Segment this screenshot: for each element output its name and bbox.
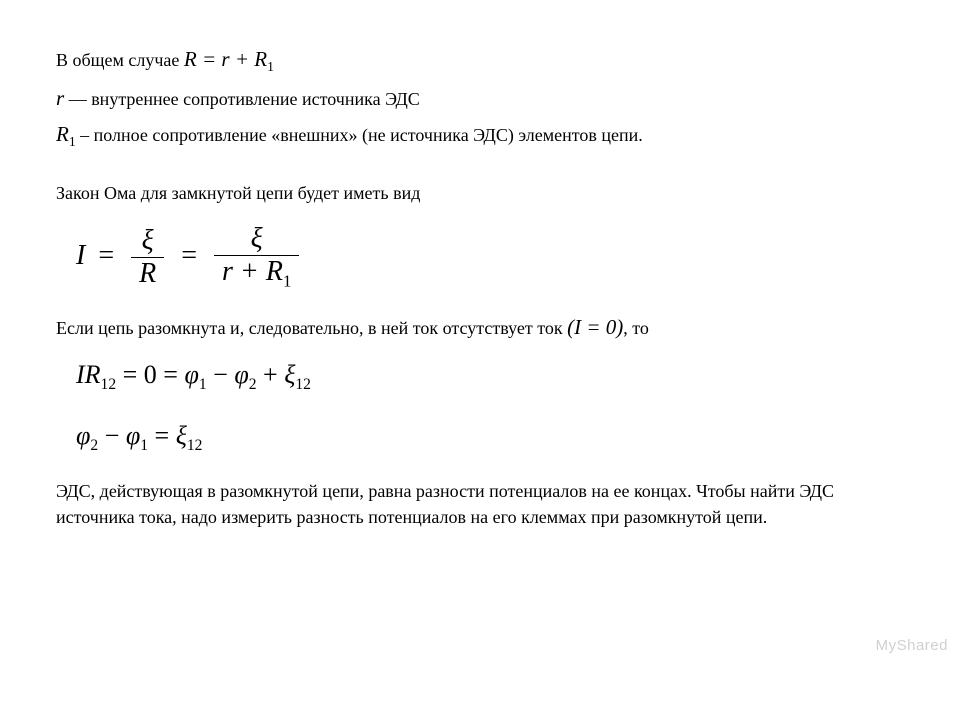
eq3-phi1: φ bbox=[126, 421, 140, 450]
eq2-plus: + bbox=[257, 360, 285, 389]
eq2-s2: 2 bbox=[249, 377, 257, 394]
eq2-s1: 1 bbox=[199, 377, 207, 394]
eq2-minus: − bbox=[207, 360, 235, 389]
line-conclusion: ЭДС, действующая в разомкнутой цепи, рав… bbox=[56, 478, 904, 530]
equation-IR12: IR12 = 0 = φ1 − φ2 + ξ12 bbox=[56, 356, 904, 397]
text-open-c: , то bbox=[623, 318, 649, 338]
eq-equals-1: = bbox=[98, 240, 114, 271]
eq3-minus: − bbox=[98, 421, 126, 450]
eq-lhs-I: I bbox=[76, 240, 85, 271]
eq3-s1: 1 bbox=[140, 437, 148, 454]
fraction-xi-over-r-R1: ξ r + R1 bbox=[214, 225, 299, 290]
text-general-case-prefix: В общем случае bbox=[56, 50, 184, 70]
text-R1-def: – полное сопротивление «внешних» (не ист… bbox=[76, 125, 643, 145]
formula-R-r-R1: R = r + R1 bbox=[184, 47, 274, 71]
text-open-a: Если цепь разомкнута и, следовательно, в… bbox=[56, 318, 567, 338]
eq3-eq: = bbox=[148, 421, 176, 450]
symbol-r: r bbox=[56, 86, 64, 110]
eq2-phi1: φ bbox=[184, 360, 198, 389]
line-general-case: В общем случае R = r + R1 bbox=[56, 44, 904, 77]
text-r-def: — внутреннее сопротивление источника ЭДС bbox=[64, 89, 420, 109]
watermark-text: MyShared bbox=[876, 637, 948, 654]
eq2-sub12a: 12 bbox=[101, 377, 117, 394]
frac1-den: R bbox=[131, 258, 164, 288]
eq2-mid: = 0 = bbox=[116, 360, 184, 389]
line-r-definition: r — внутреннее сопротивление источника Э… bbox=[56, 83, 904, 113]
eq3-xi: ξ bbox=[176, 421, 187, 450]
eq2-IR: IR bbox=[76, 360, 101, 389]
eq2-s12: 12 bbox=[295, 377, 311, 394]
equation-ohm-law: I = ξ R = ξ r + R1 bbox=[56, 225, 904, 290]
eq-equals-2: = bbox=[181, 240, 197, 271]
eq3-phi2: φ bbox=[76, 421, 90, 450]
frac1-num: ξ bbox=[131, 227, 164, 258]
fraction-xi-over-R: ξ R bbox=[131, 227, 164, 288]
eq2-xi: ξ bbox=[284, 360, 295, 389]
document-page: В общем случае R = r + R1 r — внутреннее… bbox=[0, 0, 960, 564]
eq2-phi2: φ bbox=[234, 360, 248, 389]
text-I-zero: (I = 0) bbox=[567, 315, 623, 339]
frac2-num: ξ bbox=[214, 225, 299, 256]
symbol-R1: R1 bbox=[56, 122, 76, 146]
line-ohm-law-intro: Закон Ома для замкнутой цепи будет иметь… bbox=[56, 180, 904, 206]
frac2-den: r + R1 bbox=[214, 256, 299, 290]
line-open-circuit: Если цепь разомкнута и, следовательно, в… bbox=[56, 312, 904, 342]
line-R1-definition: R1 – полное сопротивление «внешних» (не … bbox=[56, 119, 904, 152]
equation-phi2-phi1: φ2 − φ1 = ξ12 bbox=[56, 417, 904, 458]
eq3-s12: 12 bbox=[187, 437, 203, 454]
